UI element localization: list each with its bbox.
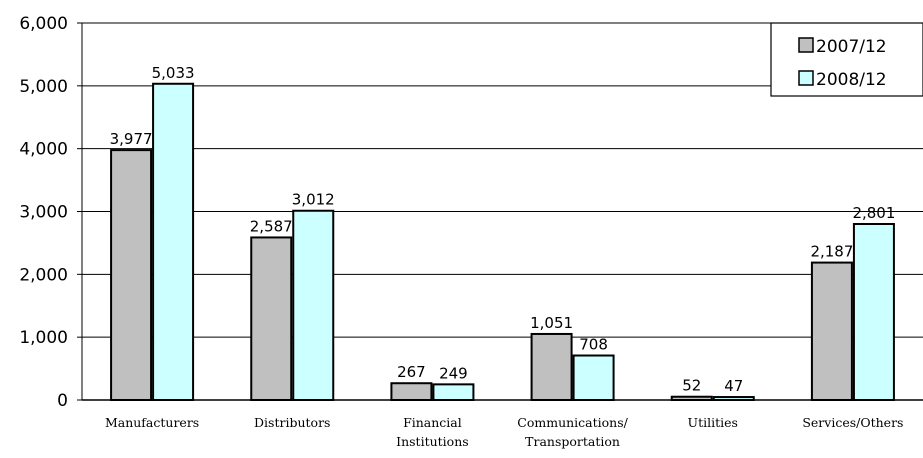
y-tick-label: 3,000 xyxy=(19,203,68,223)
y-tick-label: 0 xyxy=(57,391,68,411)
data-label: 2,587 xyxy=(250,217,293,235)
bar-2007-12-5 xyxy=(810,261,853,401)
data-label: 3,012 xyxy=(292,191,335,209)
bar-2008-12-3 xyxy=(572,354,615,402)
bar-2008-12-1 xyxy=(292,209,335,401)
bar-2007-12-3 xyxy=(530,332,573,401)
data-label: 2,801 xyxy=(852,204,895,222)
bar-2007-12-4 xyxy=(670,395,713,401)
y-tick-label: 6,000 xyxy=(19,14,68,34)
bar-2008-12-5 xyxy=(852,223,895,401)
data-label: 2,187 xyxy=(810,243,853,261)
y-tick-label: 4,000 xyxy=(19,140,68,160)
y-tick-label: 1,000 xyxy=(19,328,68,348)
y-tick-label: 2,000 xyxy=(19,265,68,285)
x-tick-label: Institutions xyxy=(396,434,469,449)
data-label: 47 xyxy=(724,377,743,395)
legend-label: 2008/12 xyxy=(816,70,887,90)
bar-2008-12-4 xyxy=(712,396,755,402)
bar-2008-12-2 xyxy=(432,383,475,401)
bar-2008-12-0 xyxy=(152,82,195,402)
data-label: 52 xyxy=(682,377,701,395)
x-tick-label: Financial xyxy=(403,415,462,430)
data-label: 249 xyxy=(439,364,468,382)
bar-2007-12-0 xyxy=(110,149,153,401)
x-tick-label: Services/Others xyxy=(802,415,903,430)
x-tick-label: Communications/ xyxy=(517,415,628,430)
legend-box xyxy=(770,22,923,97)
x-tick-label: Utilities xyxy=(688,415,738,430)
legend-swatch xyxy=(798,70,814,86)
x-tick-label: Distributors xyxy=(254,415,330,430)
legend-swatch xyxy=(798,37,814,53)
legend-label: 2007/12 xyxy=(816,37,887,57)
data-label: 3,977 xyxy=(110,130,153,148)
data-label: 1,051 xyxy=(530,314,573,332)
data-label: 708 xyxy=(579,336,608,354)
x-tick-label: Manufacturers xyxy=(105,415,199,430)
bar-2007-12-1 xyxy=(250,236,293,401)
data-label: 5,033 xyxy=(152,64,195,82)
bar-2007-12-2 xyxy=(390,382,433,402)
y-tick-label: 5,000 xyxy=(19,77,68,97)
x-tick-label: Transportation xyxy=(525,434,620,449)
data-label: 267 xyxy=(397,363,426,381)
